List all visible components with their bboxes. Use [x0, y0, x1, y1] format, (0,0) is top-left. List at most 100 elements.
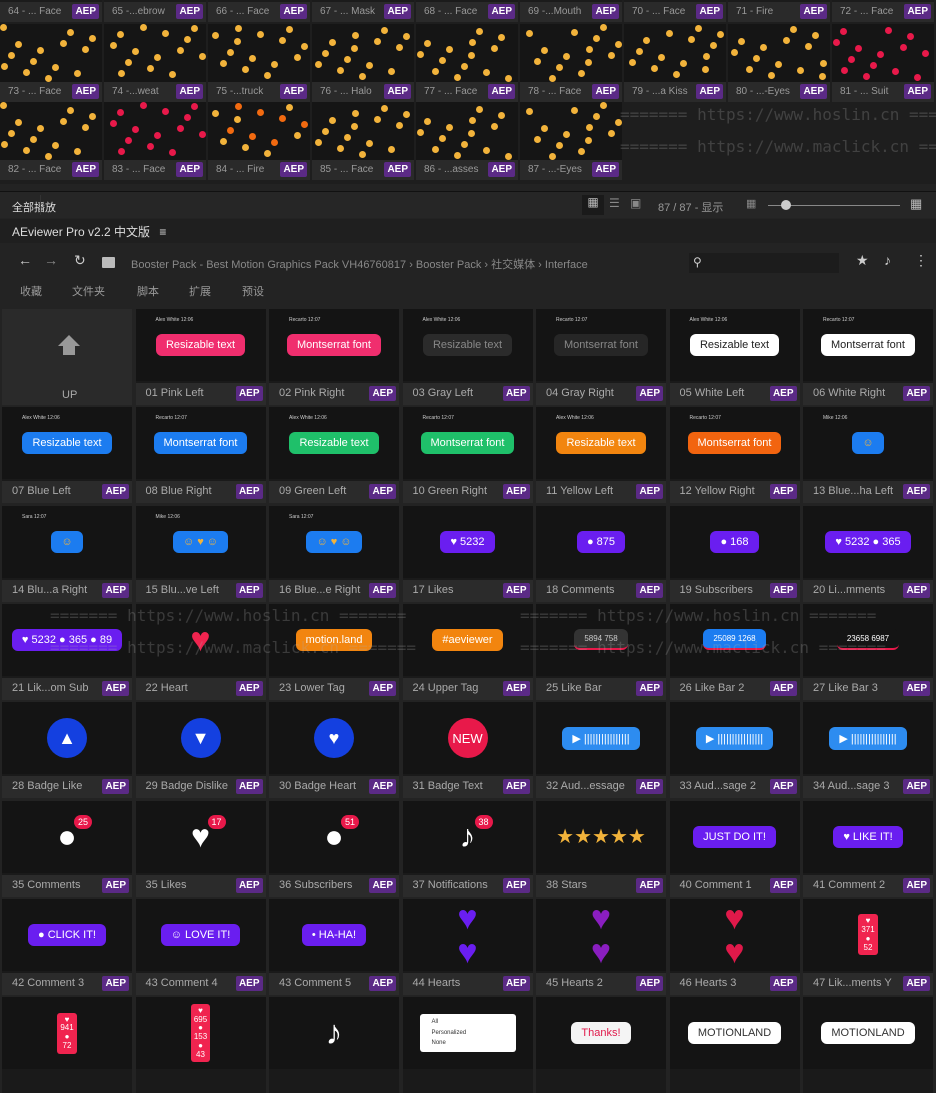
- breadcrumb-item[interactable]: 社交媒体: [491, 259, 536, 271]
- asset-tile[interactable]: ♥ LIKE IT! 41 Comment 2 AEP: [803, 800, 933, 897]
- preview-tile[interactable]: 85 - ... Face AEP: [312, 102, 414, 180]
- tab-favorites[interactable]: 收藏: [20, 286, 42, 298]
- asset-tile[interactable]: motion.land 23 Lower Tag AEP: [269, 603, 399, 700]
- grid-view-icon[interactable]: ▦: [582, 195, 604, 215]
- asset-tile[interactable]: ☺ Sara 12:07 14 Blu...a Right AEP: [2, 505, 132, 602]
- asset-tile[interactable]: JUST DO IT! 40 Comment 1 AEP: [669, 800, 800, 897]
- asset-tile[interactable]: ☺ Mike 12:06 13 Blue...ha Left AEP: [803, 407, 933, 504]
- asset-tile[interactable]: ♥ 22 Heart AEP: [135, 603, 266, 700]
- asset-tile[interactable]: ▲ 28 Badge Like AEP: [2, 702, 132, 799]
- asset-tile[interactable]: ♥ 5232 ● 365 20 Li...mments AEP: [803, 505, 933, 602]
- asset-tile[interactable]: Montserrat font Recarto 12:07 12 Yellow Ri…: [669, 407, 800, 504]
- filmstrip-view-icon[interactable]: ▣: [630, 196, 642, 210]
- asset-tile[interactable]: ♥ 17 35 Likes AEP: [135, 800, 266, 897]
- search-input[interactable]: ⚲: [689, 253, 839, 273]
- asset-tile[interactable]: 5894 758 25 Like Bar AEP: [536, 603, 666, 700]
- asset-tile[interactable]: ● 51 36 Subscribers AEP: [269, 800, 399, 897]
- preview-tile[interactable]: 76 - ... Halo AEP: [312, 24, 414, 102]
- breadcrumb-item[interactable]: Booster Pack - Best Motion Graphics Pack…: [131, 259, 407, 271]
- asset-tile[interactable]: ♥ ♥ 45 Hearts 2 AEP: [536, 898, 666, 995]
- asset-tile[interactable]: Montserrat font Recarto 12:07 02 Pink Righ…: [269, 309, 399, 405]
- asset-tile[interactable]: ▶ |||||||||||||||| 32 Aud...essage AEP: [536, 702, 666, 799]
- asset-tile[interactable]: Resizable text Alex White 12:06 05 White L…: [669, 309, 800, 405]
- small-thumbs-icon[interactable]: ▦: [746, 198, 757, 210]
- asset-tile[interactable]: ♥ 695 ● 153 ● 43: [135, 997, 266, 1093]
- asset-tile[interactable]: Montserrat font Recarto 12:07 04 Gray Righ…: [536, 309, 666, 405]
- preview-tile[interactable]: 67 - ... Mask AEP: [312, 0, 414, 22]
- tab-folders[interactable]: 文件夹: [72, 286, 105, 298]
- asset-tile[interactable]: ♥ 941 ● 72: [2, 997, 132, 1093]
- asset-tile[interactable]: MOTIONLAND: [803, 997, 933, 1093]
- asset-tile[interactable]: ★★★★★ 38 Stars AEP: [536, 800, 666, 897]
- asset-tile[interactable]: ♥ 5232 17 Likes AEP: [402, 505, 533, 602]
- preview-tile[interactable]: 87 - ...-Eyes AEP: [520, 102, 622, 180]
- asset-tile[interactable]: Resizable text Alex White 12:06 01 Pink Le…: [135, 309, 266, 405]
- asset-tile[interactable]: Resizable text Alex White 12:06 07 Blue Le…: [2, 407, 132, 504]
- preview-tile[interactable]: 69 -...Mouth AEP: [520, 0, 622, 22]
- preview-tile[interactable]: 72 - ... Face AEP: [832, 0, 934, 22]
- preview-tile[interactable]: 80 - ...-Eyes AEP: [728, 24, 830, 102]
- folder-icon[interactable]: [102, 257, 115, 268]
- refresh-icon[interactable]: ↻: [74, 252, 86, 268]
- asset-tile[interactable]: Montserrat font Recarto 12:07 08 Blue Righ…: [135, 407, 266, 504]
- preview-tile[interactable]: 68 - ... Face AEP: [416, 0, 518, 22]
- asset-tile[interactable]: ● 25 35 Comments AEP: [2, 800, 132, 897]
- preview-tile[interactable]: 77 - ... Face AEP: [416, 24, 518, 102]
- large-thumbs-icon[interactable]: ▦: [910, 196, 923, 211]
- asset-tile[interactable]: ♥ 5232 ● 365 ● 89 21 Lik...om Sub AEP: [2, 603, 132, 700]
- play-all-button[interactable]: 全部播放: [12, 202, 56, 214]
- asset-tile[interactable]: #aeviewer 24 Upper Tag AEP: [402, 603, 533, 700]
- asset-tile[interactable]: 25089 1268 26 Like Bar 2 AEP: [669, 603, 800, 700]
- preview-tile[interactable]: 71 - Fire AEP: [728, 0, 830, 22]
- preview-tile[interactable]: 78 - ... Face AEP: [520, 24, 622, 102]
- preview-tile[interactable]: 82 - ... Face AEP: [0, 102, 102, 180]
- list-view-icon[interactable]: ☰: [609, 196, 620, 210]
- preview-tile[interactable]: 83 - ... Face AEP: [104, 102, 206, 180]
- tab-presets[interactable]: 预设: [242, 286, 264, 298]
- tab-extensions[interactable]: 扩展: [189, 286, 211, 298]
- asset-tile[interactable]: Resizable text Alex White 12:06 03 Gray Le…: [402, 309, 533, 405]
- asset-tile[interactable]: Resizable text Alex White 12:06 09 Green L…: [269, 407, 399, 504]
- asset-tile[interactable]: ▼ 29 Badge Dislike AEP: [135, 702, 266, 799]
- asset-tile[interactable]: • HA-HA! 43 Comment 5 AEP: [269, 898, 399, 995]
- preview-tile[interactable]: 73 - ... Face AEP: [0, 24, 102, 102]
- preview-tile[interactable]: 81 - ... Suit AEP: [832, 24, 934, 102]
- preview-tile[interactable]: 74 -...weat AEP: [104, 24, 206, 102]
- asset-tile[interactable]: ● 168 19 Subscribers AEP: [669, 505, 800, 602]
- preview-tile[interactable]: 66 - ... Face AEP: [208, 0, 310, 22]
- asset-tile[interactable]: ▶ |||||||||||||||| 34 Aud...sage 3 AEP: [803, 702, 933, 799]
- asset-tile[interactable]: NEW 31 Badge Text AEP: [402, 702, 533, 799]
- asset-tile[interactable]: Thanks!: [536, 997, 666, 1093]
- breadcrumb-item[interactable]: Interface: [544, 259, 588, 271]
- asset-tile[interactable]: ♪: [269, 997, 399, 1093]
- asset-tile[interactable]: Montserrat font Recarto 12:07 10 Green Rig…: [402, 407, 533, 504]
- forward-icon[interactable]: →: [44, 252, 58, 268]
- asset-tile[interactable]: Montserrat font Recarto 12:07 06 White Rig…: [803, 309, 933, 405]
- breadcrumb-item[interactable]: Booster Pack: [415, 259, 482, 271]
- asset-tile[interactable]: Resizable text Alex White 12:06 11 Yellow …: [536, 407, 666, 504]
- back-icon[interactable]: ←: [18, 252, 32, 268]
- asset-tile[interactable]: ☺ ♥ ☺ Mike 12:06 15 Blu...ve Left AEP: [135, 505, 266, 602]
- asset-tile[interactable]: 23658 6987 27 Like Bar 3 AEP: [803, 603, 933, 700]
- preview-tile[interactable]: 86 - ...asses AEP: [416, 102, 518, 180]
- asset-tile[interactable]: ♥ 30 Badge Heart AEP: [269, 702, 399, 799]
- tab-scripts[interactable]: 脚本: [137, 286, 159, 298]
- asset-tile[interactable]: ♥ ♥ 44 Hearts AEP: [402, 898, 533, 995]
- more-icon[interactable]: ⋮: [914, 252, 928, 268]
- asset-tile[interactable]: All Personalized None: [402, 997, 533, 1093]
- thumbnail-size-slider[interactable]: [768, 200, 900, 210]
- up-tile[interactable]: UP: [2, 309, 132, 405]
- preview-tile[interactable]: 65 -...ebrow AEP: [104, 0, 206, 22]
- asset-tile[interactable]: ☺ ♥ ☺ Sara 12:07 16 Blue...e Right AEP: [269, 505, 399, 602]
- asset-tile[interactable]: ☺ LOVE IT! 43 Comment 4 AEP: [135, 898, 266, 995]
- preview-tile[interactable]: 70 - ... Face AEP: [624, 0, 726, 22]
- preview-tile[interactable]: 84 - ... Fire AEP: [208, 102, 310, 180]
- asset-tile[interactable]: ● CLICK IT! 42 Comment 3 AEP: [2, 898, 132, 995]
- star-icon[interactable]: ★: [856, 252, 869, 268]
- menu-icon[interactable]: ≡: [159, 225, 167, 239]
- bell-icon[interactable]: ♪: [884, 252, 891, 268]
- preview-tile[interactable]: 79 - ...a Kiss AEP: [624, 24, 726, 102]
- slider-handle[interactable]: [781, 200, 792, 210]
- asset-tile[interactable]: ● 875 18 Comments AEP: [536, 505, 666, 602]
- asset-tile[interactable]: ♥ 371 ● 52 47 Lik...ments Y AEP: [803, 898, 933, 995]
